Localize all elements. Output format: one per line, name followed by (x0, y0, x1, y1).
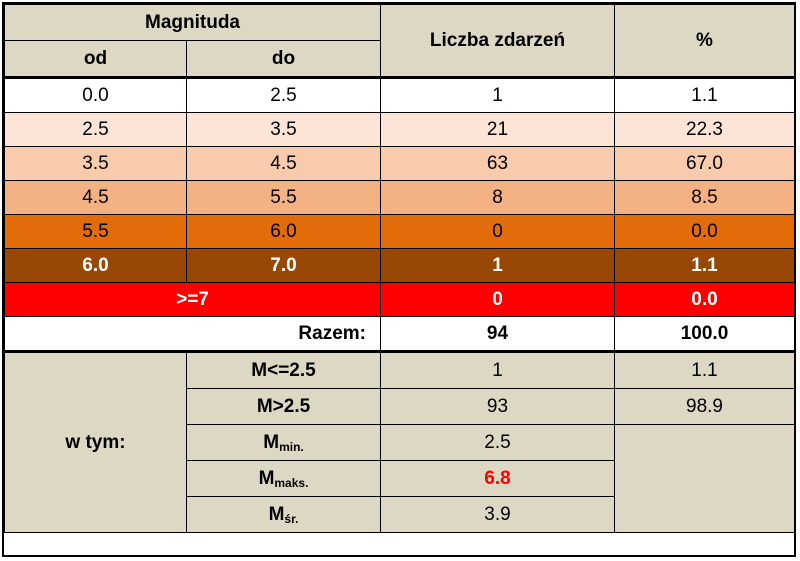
count-cell: 1 (380, 248, 615, 283)
to-cell: 7.0 (186, 248, 381, 283)
total-count: 94 (380, 316, 615, 353)
to-cell: 3.5 (186, 112, 381, 147)
percent-cell: 67.0 (614, 146, 794, 181)
breakdown-row: w tym: M<=2.5 1 1.1 (4, 351, 794, 533)
from-cell: 0.0 (4, 77, 187, 113)
magnitude-statistics-table: Magnituda Liczba zdarzeń % od do 0.0 2.5… (4, 4, 795, 533)
count-cell: 1 (380, 77, 615, 113)
percent-cell: 1.1 (614, 248, 794, 283)
m-subscript: min. (279, 439, 304, 454)
total-percent: 100.0 (614, 316, 794, 353)
breakdown-item-label: Mmaks. (186, 460, 381, 497)
from-cell: 3.5 (4, 146, 187, 181)
breakdown-item-value: 2.5 (380, 424, 615, 461)
from-cell: 5.5 (4, 214, 187, 249)
over7-label: >=7 (4, 282, 381, 317)
count-cell: 21 (380, 112, 615, 147)
magnitude-header: Magnituda (4, 4, 381, 41)
breakdown-empty-cell (614, 424, 794, 533)
table-row: 0.0 2.5 1 1.1 (4, 77, 794, 113)
from-cell: 2.5 (4, 112, 187, 147)
total-row: Razem: 94 100.0 (4, 316, 794, 353)
m-symbol: M (258, 467, 275, 489)
percent-header: % (614, 4, 794, 79)
from-header: od (4, 40, 187, 79)
breakdown-row: Mśr. 3.9 (5, 496, 795, 533)
breakdown-item-percent: 1.1 (614, 351, 794, 389)
table-row: 3.5 4.5 63 67.0 (4, 146, 794, 181)
breakdown-item-value-highlight: 6.8 (380, 460, 615, 497)
table-row: 6.0 7.0 1 1.1 (4, 248, 794, 283)
breakdown-item-label: M>2.5 (186, 388, 381, 425)
breakdown-item-label: Mśr. (186, 496, 381, 533)
percent-cell: 0.0 (614, 214, 794, 249)
to-cell: 2.5 (186, 77, 381, 113)
count-cell: 0 (380, 214, 615, 249)
count-cell: 8 (380, 180, 615, 215)
table-row: 2.5 3.5 21 22.3 (4, 112, 794, 147)
table-row: 4.5 5.5 8 8.5 (4, 180, 794, 215)
breakdown-item-label: Mmin. (186, 424, 381, 461)
breakdown-item-value: 93 (380, 388, 615, 425)
breakdown-row: M>2.5 93 98.9 (5, 388, 794, 425)
to-header: do (186, 40, 381, 79)
m-symbol: M (268, 503, 285, 525)
percent-cell: 22.3 (614, 112, 794, 147)
breakdown-item-percent: 98.9 (614, 388, 794, 425)
breakdown-item-value: 1 (380, 351, 615, 389)
m-subscript: maks. (274, 475, 309, 490)
breakdown-item-value: 3.9 (380, 496, 615, 533)
breakdown-item-label: M<=2.5 (186, 351, 381, 389)
breakdown-row: Mmaks. 6.8 (5, 460, 795, 497)
from-cell: 6.0 (4, 248, 187, 283)
to-cell: 5.5 (186, 180, 381, 215)
breakdown-row: Mmin. 2.5 (5, 424, 794, 533)
percent-cell: 0.0 (614, 282, 794, 317)
count-cell: 0 (380, 282, 615, 317)
total-label: Razem: (4, 316, 381, 353)
to-cell: 6.0 (186, 214, 381, 249)
m-subscript: śr. (284, 511, 299, 526)
count-cell: 63 (380, 146, 615, 181)
m-symbol: M (263, 431, 280, 453)
table-row-over7: >=7 0 0.0 (4, 282, 794, 317)
from-cell: 4.5 (4, 180, 187, 215)
count-header: Liczba zdarzeń (380, 4, 615, 79)
percent-cell: 8.5 (614, 180, 794, 215)
breakdown-label: w tym: (4, 351, 187, 533)
percent-cell: 1.1 (614, 77, 794, 113)
to-cell: 4.5 (186, 146, 381, 181)
table-row: 5.5 6.0 0 0.0 (4, 214, 794, 249)
